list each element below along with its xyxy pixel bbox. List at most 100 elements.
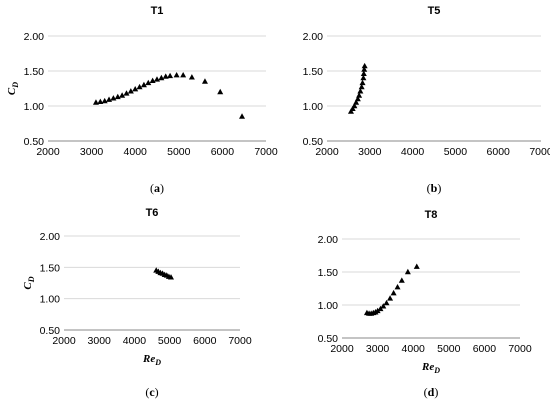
data-point [110, 95, 117, 101]
data-point [101, 97, 108, 104]
data-point [383, 299, 390, 306]
x-tick-label: 2000 [315, 146, 339, 158]
y-tick-label: 0.50 [318, 333, 339, 345]
data-point [201, 78, 208, 84]
x-axis-label-subscript: D [433, 366, 440, 375]
data-point [106, 96, 113, 102]
data-point [361, 66, 368, 72]
data-point [398, 277, 405, 283]
x-tick-label: 3000 [358, 146, 382, 158]
data-point [360, 74, 367, 81]
y-axis-label: CD [6, 82, 20, 95]
x-tick-label: 3000 [80, 146, 104, 158]
data-point [239, 113, 246, 119]
y-tick-label: 1.00 [40, 294, 61, 306]
y-tick-label: 2.00 [318, 234, 339, 246]
data-point [145, 79, 152, 86]
x-tick-label: 5000 [444, 146, 468, 158]
x-tick-label: 4000 [402, 343, 426, 355]
data-point [360, 70, 367, 76]
y-tick-label: 0.50 [24, 136, 45, 148]
y-tick-label: 1.50 [40, 262, 61, 274]
x-axis-label-main: Re [421, 361, 434, 373]
y-tick-label: 1.00 [303, 101, 324, 113]
y-axis-label: CD [22, 276, 36, 289]
y-tick-label: 2.00 [24, 31, 45, 43]
x-tick-label: 5000 [158, 335, 182, 347]
y-axis-label-subscript: D [27, 276, 36, 283]
data-point [217, 88, 224, 95]
data-point [353, 99, 360, 105]
data-point [347, 108, 354, 114]
y-tick-label: 1.50 [24, 66, 45, 78]
y-tick-label: 1.50 [318, 267, 339, 279]
panel-caption: (a) [150, 181, 164, 195]
data-point [114, 93, 121, 100]
y-axis-label-main: C [22, 282, 34, 290]
x-tick-label: 6000 [211, 146, 235, 158]
x-tick-label: 4000 [124, 146, 148, 158]
x-tick-label: 3000 [366, 343, 390, 355]
data-point [413, 263, 420, 269]
x-tick-label: 6000 [487, 146, 511, 158]
panel-caption: (b) [427, 181, 442, 195]
data-point [97, 98, 104, 104]
data-point [132, 86, 139, 92]
x-tick-label: 7000 [529, 146, 550, 158]
y-tick-label: 0.50 [303, 136, 324, 148]
data-point [357, 88, 364, 94]
x-tick-label: 4000 [123, 335, 147, 347]
panel-t5: 0.50 1.00 1.50 2.00 2000 3000 4000 5000 6000 7000… [303, 5, 550, 195]
panel-caption: (c) [145, 385, 158, 399]
data-point [123, 90, 130, 96]
data-point [394, 283, 401, 290]
x-tick-label: 4000 [401, 146, 425, 158]
data-point [119, 92, 126, 98]
x-tick-label: 6000 [193, 335, 217, 347]
panel-t6: 0.50 1.00 1.50 2.00 2000 3000 4000 5000 6000 7000… [22, 207, 252, 399]
data-point [404, 268, 411, 275]
y-tick-label: 1.00 [24, 101, 45, 113]
panel-t8: 0.50 1.00 1.50 2.00 2000 3000 4000 5000 6000 7000… [318, 209, 532, 399]
x-tick-label: 5000 [437, 343, 461, 355]
y-tick-label: 2.00 [303, 31, 324, 43]
x-axis-label-main: Re [142, 353, 155, 365]
data-point [356, 92, 363, 98]
x-tick-label: 2000 [36, 146, 60, 158]
x-tick-label: 6000 [473, 343, 497, 355]
panel-caption: (d) [424, 385, 439, 399]
x-axis-label: ReD [421, 361, 440, 375]
panel-caption-letter: b [431, 181, 438, 195]
x-tick-label: 3000 [88, 335, 112, 347]
panel-caption-letter: a [154, 181, 160, 195]
data-point [149, 77, 156, 83]
x-tick-label: 5000 [167, 146, 191, 158]
data-point [361, 62, 368, 69]
data-point [359, 79, 366, 86]
data-point [180, 72, 187, 78]
data-point [168, 274, 175, 280]
y-tick-label: 0.50 [40, 325, 61, 337]
chart-title: T8 [425, 209, 438, 221]
x-axis-label: ReD [142, 353, 161, 367]
x-axis-label-subscript: D [154, 358, 161, 367]
data-point [374, 307, 381, 314]
data-point [358, 83, 365, 90]
data-point [162, 73, 169, 79]
x-tick-label: 7000 [508, 343, 532, 355]
data-point [140, 81, 147, 88]
y-axis-label-subscript: D [11, 82, 20, 89]
y-axis-label-main: C [6, 87, 18, 95]
data-point [380, 303, 387, 309]
data-point [188, 74, 195, 80]
chart-title: T5 [428, 5, 441, 17]
data-point [136, 83, 143, 90]
data-point [351, 102, 358, 109]
x-tick-label: 2000 [52, 335, 76, 347]
chart-title: T6 [146, 207, 159, 219]
data-point [127, 88, 134, 94]
panel-t1: 0.50 1.00 1.50 2.00 2000 3000 4000 5000 6000 7000… [6, 5, 278, 195]
data-point [154, 76, 160, 82]
panel-caption-letter: d [428, 385, 435, 399]
